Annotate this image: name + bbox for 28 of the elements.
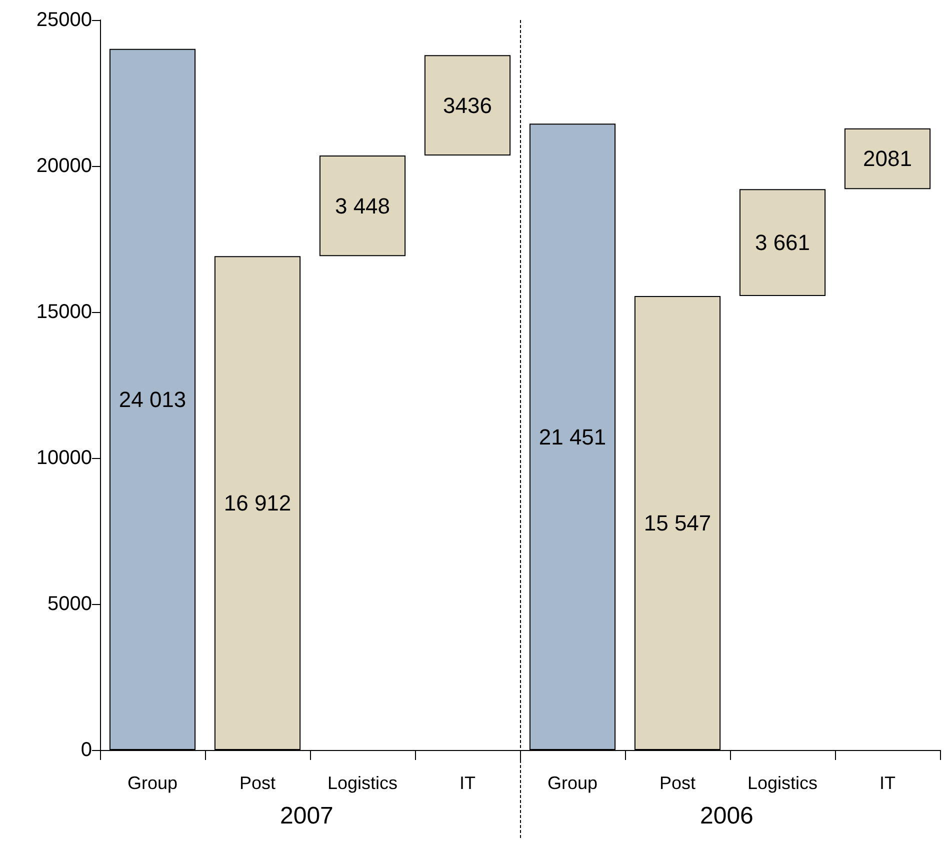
x-tick-label: Group bbox=[127, 773, 178, 793]
x-tick-label: IT bbox=[460, 773, 476, 793]
y-tick-label: 20000 bbox=[36, 155, 92, 177]
bar bbox=[424, 55, 511, 156]
x-tick-label: IT bbox=[880, 773, 896, 793]
x-tick-label: Post bbox=[659, 773, 696, 793]
data-label: 16 912 bbox=[224, 490, 292, 516]
y-tick-label: 25000 bbox=[36, 9, 92, 31]
data-label: 21 451 bbox=[538, 424, 606, 450]
text: 2007 bbox=[280, 802, 334, 830]
bar bbox=[319, 155, 406, 256]
y-tick-label: 15000 bbox=[36, 301, 92, 323]
x-tick-label: Logistics bbox=[747, 773, 818, 793]
data-label: 2081 bbox=[863, 146, 912, 172]
x-tick-label: Post bbox=[239, 773, 276, 793]
data-label: 24 013 bbox=[118, 386, 186, 412]
x-tick-label: Logistics bbox=[327, 773, 398, 793]
bar bbox=[739, 189, 826, 296]
text: 2006 bbox=[700, 802, 754, 830]
data-label: 3 448 bbox=[334, 193, 390, 218]
y-tick-label: 5000 bbox=[48, 593, 92, 615]
x-tick-label: Group bbox=[547, 773, 598, 793]
bar bbox=[844, 128, 931, 190]
data-label: 3 661 bbox=[754, 230, 810, 256]
y-tick-label: 10000 bbox=[36, 447, 92, 469]
data-label: 3436 bbox=[443, 92, 492, 118]
data-label: 15 547 bbox=[644, 510, 712, 536]
y-tick-label: 0 bbox=[80, 739, 92, 761]
